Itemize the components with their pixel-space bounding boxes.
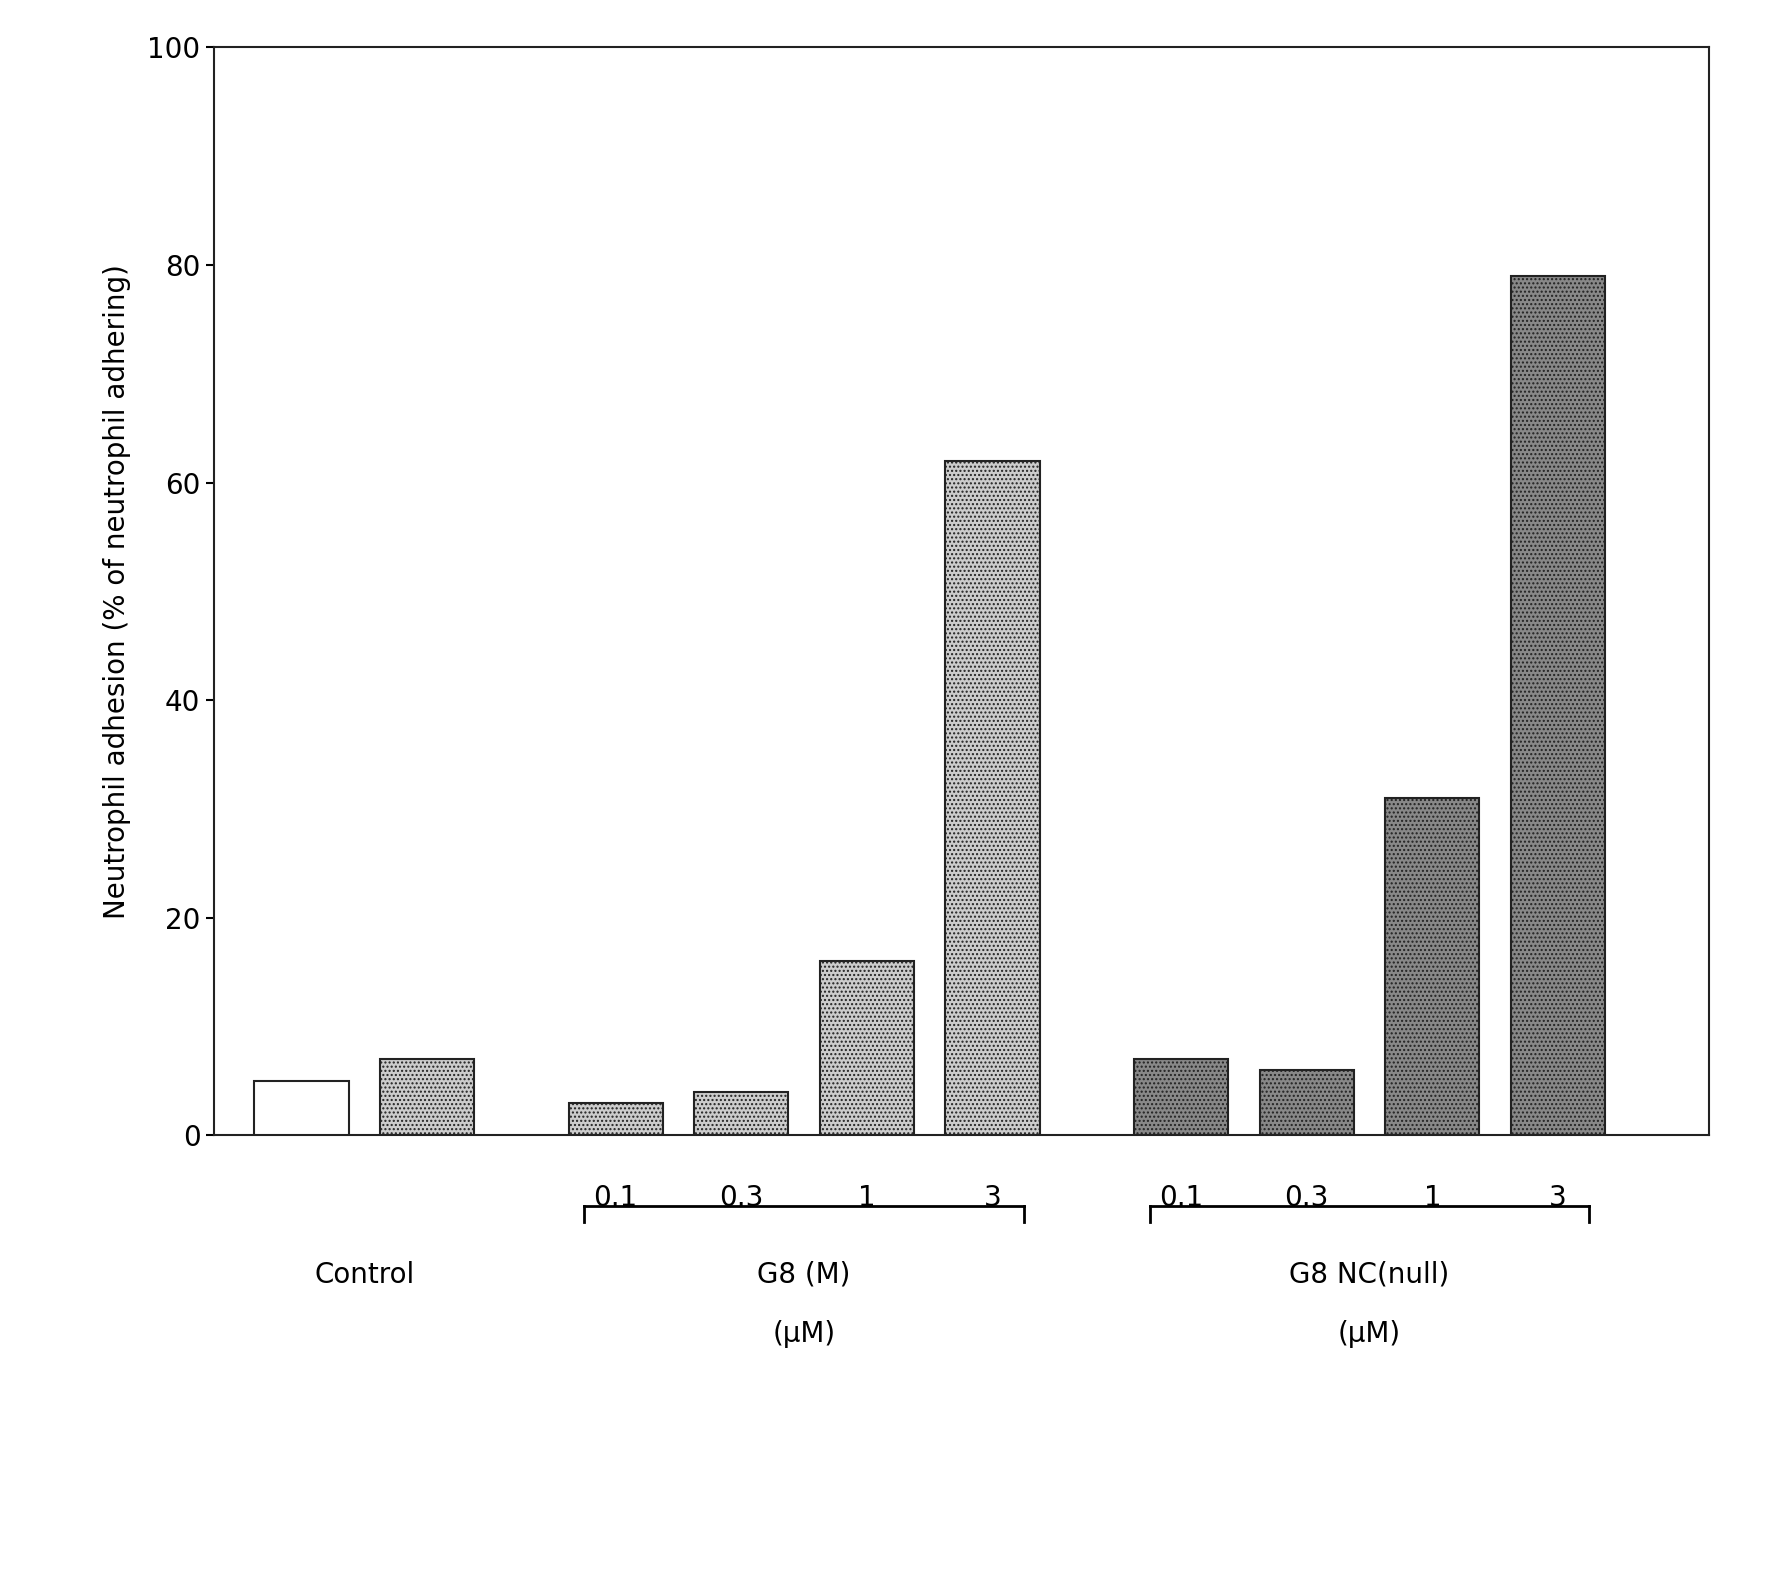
Text: 1: 1 bbox=[1424, 1184, 1442, 1213]
Bar bbox=[945, 460, 1040, 1135]
Text: 0.1: 0.1 bbox=[593, 1184, 637, 1213]
Text: 1: 1 bbox=[858, 1184, 876, 1213]
Text: G8 (M): G8 (M) bbox=[758, 1260, 851, 1288]
Y-axis label: Neutrophil adhesion (% of neutrophil adhering): Neutrophil adhesion (% of neutrophil adh… bbox=[103, 263, 130, 919]
Text: 0.1: 0.1 bbox=[1159, 1184, 1203, 1213]
Bar bbox=[694, 1091, 789, 1135]
Text: 3: 3 bbox=[1549, 1184, 1566, 1213]
Text: 0.3: 0.3 bbox=[719, 1184, 764, 1213]
Bar bbox=[568, 1102, 662, 1135]
Text: (μM): (μM) bbox=[1339, 1320, 1401, 1348]
Bar bbox=[255, 1082, 349, 1135]
Bar bbox=[1385, 798, 1479, 1135]
Text: 3: 3 bbox=[984, 1184, 1002, 1213]
Text: (μM): (μM) bbox=[773, 1320, 835, 1348]
Text: Control: Control bbox=[315, 1260, 415, 1288]
Bar bbox=[1511, 276, 1606, 1135]
Bar bbox=[381, 1060, 473, 1135]
Bar bbox=[821, 962, 915, 1135]
Bar bbox=[1134, 1060, 1228, 1135]
Text: G8 NC(null): G8 NC(null) bbox=[1289, 1260, 1449, 1288]
Text: 0.3: 0.3 bbox=[1285, 1184, 1330, 1213]
Bar bbox=[1260, 1071, 1355, 1135]
